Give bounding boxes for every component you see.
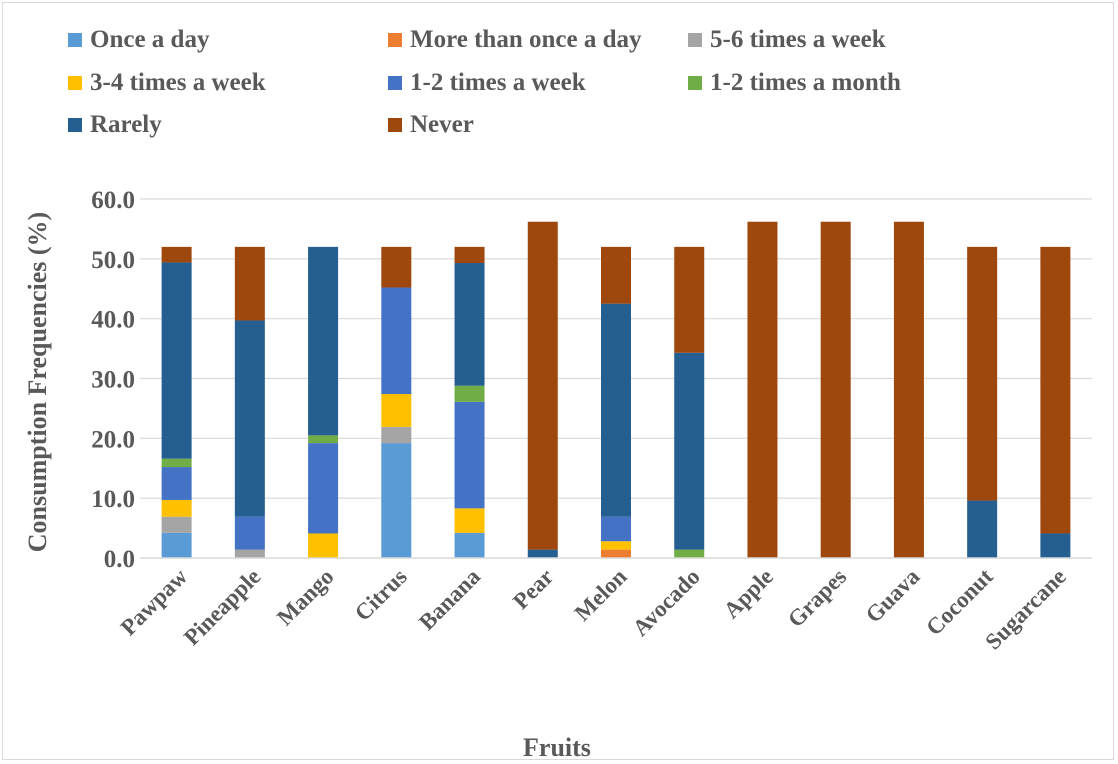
bar-segment	[820, 221, 851, 558]
legend-item: 1-2 times a month	[688, 69, 901, 96]
x-tick-label: Citrus	[350, 564, 412, 626]
x-tick-label: Grapes	[783, 564, 851, 632]
y-tick-label: 10.0	[91, 486, 135, 513]
legend-swatch	[688, 33, 702, 47]
x-tick-label: Avocado	[628, 564, 705, 641]
bar-segment	[601, 549, 631, 558]
bar-segment	[454, 532, 485, 558]
bars	[161, 221, 1071, 558]
bar-segment	[161, 516, 192, 533]
bar-segment	[454, 401, 485, 509]
legend-swatch	[388, 118, 402, 132]
bar-segment	[527, 221, 558, 550]
bar-segment	[454, 385, 485, 402]
legend-label: 3-4 times a week	[90, 69, 266, 96]
legend-swatch	[388, 76, 402, 90]
bar-segment	[234, 320, 265, 517]
x-tick-label: Sugarcane	[980, 564, 1071, 655]
legend-item: Rarely	[68, 111, 162, 138]
legend-item: Never	[388, 111, 474, 138]
y-tick-label: 30.0	[91, 367, 135, 394]
bar-segment	[308, 533, 339, 558]
bar-segment	[1040, 533, 1071, 558]
bar-segment	[381, 246, 412, 288]
bar-segment	[1040, 246, 1071, 534]
bar-segment	[893, 221, 924, 558]
y-axis-ticks: 0.0 10.0 20.0 30.0 40.0 50.0 60.0	[91, 187, 135, 573]
x-tick-label: Coconut	[921, 564, 998, 641]
bar-segment	[454, 508, 485, 533]
legend-item: Once a day	[68, 26, 210, 53]
x-tick-label: Guava	[861, 564, 925, 628]
legend-item: 1-2 times a week	[388, 69, 586, 96]
legend-swatch	[688, 76, 702, 90]
y-tick-label: 40.0	[91, 307, 135, 334]
bar-segment	[381, 394, 412, 427]
x-tick-label: Pear	[508, 564, 558, 614]
x-tick-label: Mango	[272, 564, 338, 630]
bar-segment	[381, 287, 412, 395]
bar-segment	[674, 352, 705, 550]
bar-segment	[234, 549, 265, 558]
y-tick-label: 20.0	[91, 426, 135, 453]
bar-segment	[308, 443, 339, 534]
bar-segment	[381, 443, 412, 558]
y-tick-label: 0.0	[104, 546, 135, 573]
legend-item: More than once a day	[388, 26, 642, 53]
bar-segment	[601, 246, 631, 304]
bar-segment	[161, 458, 192, 468]
bar-segment	[601, 541, 631, 550]
bar-segment	[674, 549, 705, 558]
x-tick-label: Melon	[570, 564, 632, 626]
bar-segment	[601, 516, 631, 542]
legend: Once a day More than once a day 5-6 times …	[68, 26, 901, 138]
legend-label: Rarely	[90, 111, 162, 138]
y-axis-title: Consumption Frequencies (%)	[23, 212, 52, 552]
legend-item: 5-6 times a week	[688, 26, 886, 53]
x-tick-label: Banana	[414, 564, 485, 635]
bar-segment	[161, 532, 192, 558]
bar-segment	[967, 246, 998, 501]
bar-segment	[161, 262, 192, 459]
bar-segment	[601, 303, 631, 517]
x-tick-label: Pawpaw	[116, 564, 193, 641]
legend-item: 3-4 times a week	[68, 69, 266, 96]
bar-segment	[234, 516, 265, 550]
bar-segment	[161, 246, 192, 263]
bar-segment	[161, 499, 192, 517]
bar-segment	[454, 246, 485, 264]
bar-segment	[454, 263, 485, 386]
legend-label: 1-2 times a month	[710, 69, 901, 96]
y-tick-label: 60.0	[91, 187, 135, 214]
legend-label: Once a day	[90, 26, 210, 53]
bar-segment	[527, 549, 558, 558]
bar-segment	[161, 467, 192, 500]
legend-swatch	[388, 33, 402, 47]
legend-label: More than once a day	[410, 26, 642, 53]
x-axis-title: Fruits	[523, 733, 591, 762]
legend-swatch	[68, 33, 82, 47]
y-tick-label: 50.0	[91, 247, 135, 274]
bar-segment	[308, 246, 339, 436]
legend-label: 5-6 times a week	[710, 26, 886, 53]
bar-segment	[967, 500, 998, 558]
bar-segment	[381, 426, 412, 444]
x-tick-label: Pineapple	[179, 564, 265, 650]
x-tick-label: Apple	[719, 564, 778, 623]
legend-swatch	[68, 76, 82, 90]
bar-segment	[674, 246, 705, 353]
bar-segment	[747, 221, 778, 558]
legend-swatch	[68, 118, 82, 132]
legend-label: 1-2 times a week	[410, 69, 586, 96]
bar-segment	[308, 435, 339, 444]
legend-label: Never	[410, 111, 474, 138]
bar-segment	[234, 246, 265, 321]
